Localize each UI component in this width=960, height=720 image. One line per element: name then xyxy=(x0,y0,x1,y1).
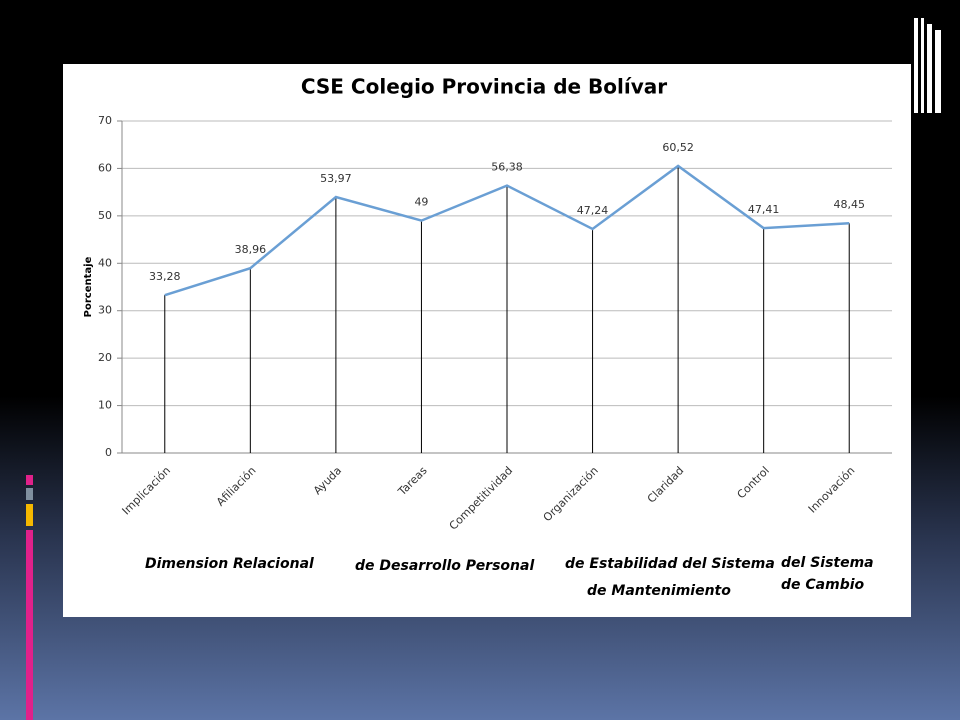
deco xyxy=(26,504,33,526)
group-label: de Desarrollo Personal xyxy=(355,558,534,574)
y-tick-label: 50 xyxy=(98,209,112,222)
data-label: 47,24 xyxy=(577,204,609,217)
y-tick-label: 30 xyxy=(98,304,112,317)
chart-title: CSE Colegio Provincia de Bolívar xyxy=(301,75,667,99)
y-tick-label: 40 xyxy=(98,256,112,269)
deco xyxy=(26,475,33,485)
data-label: 47,41 xyxy=(748,203,780,216)
y-tick-label: 10 xyxy=(98,399,112,412)
data-label: 38,96 xyxy=(235,243,267,256)
y-tick-label: 20 xyxy=(98,351,112,364)
group-label: de Mantenimiento xyxy=(587,583,731,599)
y-tick-label: 70 xyxy=(98,114,112,127)
data-label: 56,38 xyxy=(491,161,523,174)
deco xyxy=(26,488,33,500)
series-line xyxy=(164,164,850,297)
data-label: 48,45 xyxy=(833,198,865,211)
data-label: 33,28 xyxy=(149,270,181,283)
y-tick-label: 60 xyxy=(98,161,112,174)
group-label: de Cambio xyxy=(781,577,865,593)
group-label: Dimension Relacional xyxy=(145,556,314,572)
data-label: 49 xyxy=(414,196,428,209)
group-label: de Estabilidad del Sistema xyxy=(565,556,775,572)
group-label: del Sistema xyxy=(781,555,874,571)
data-label: 53,97 xyxy=(320,172,352,185)
chart-area xyxy=(63,64,911,617)
y-axis-label: Porcentaje xyxy=(83,256,94,317)
deco xyxy=(26,530,33,720)
deco-icon xyxy=(914,18,941,113)
data-label: 60,52 xyxy=(662,141,694,154)
y-tick-label: 0 xyxy=(105,446,112,459)
